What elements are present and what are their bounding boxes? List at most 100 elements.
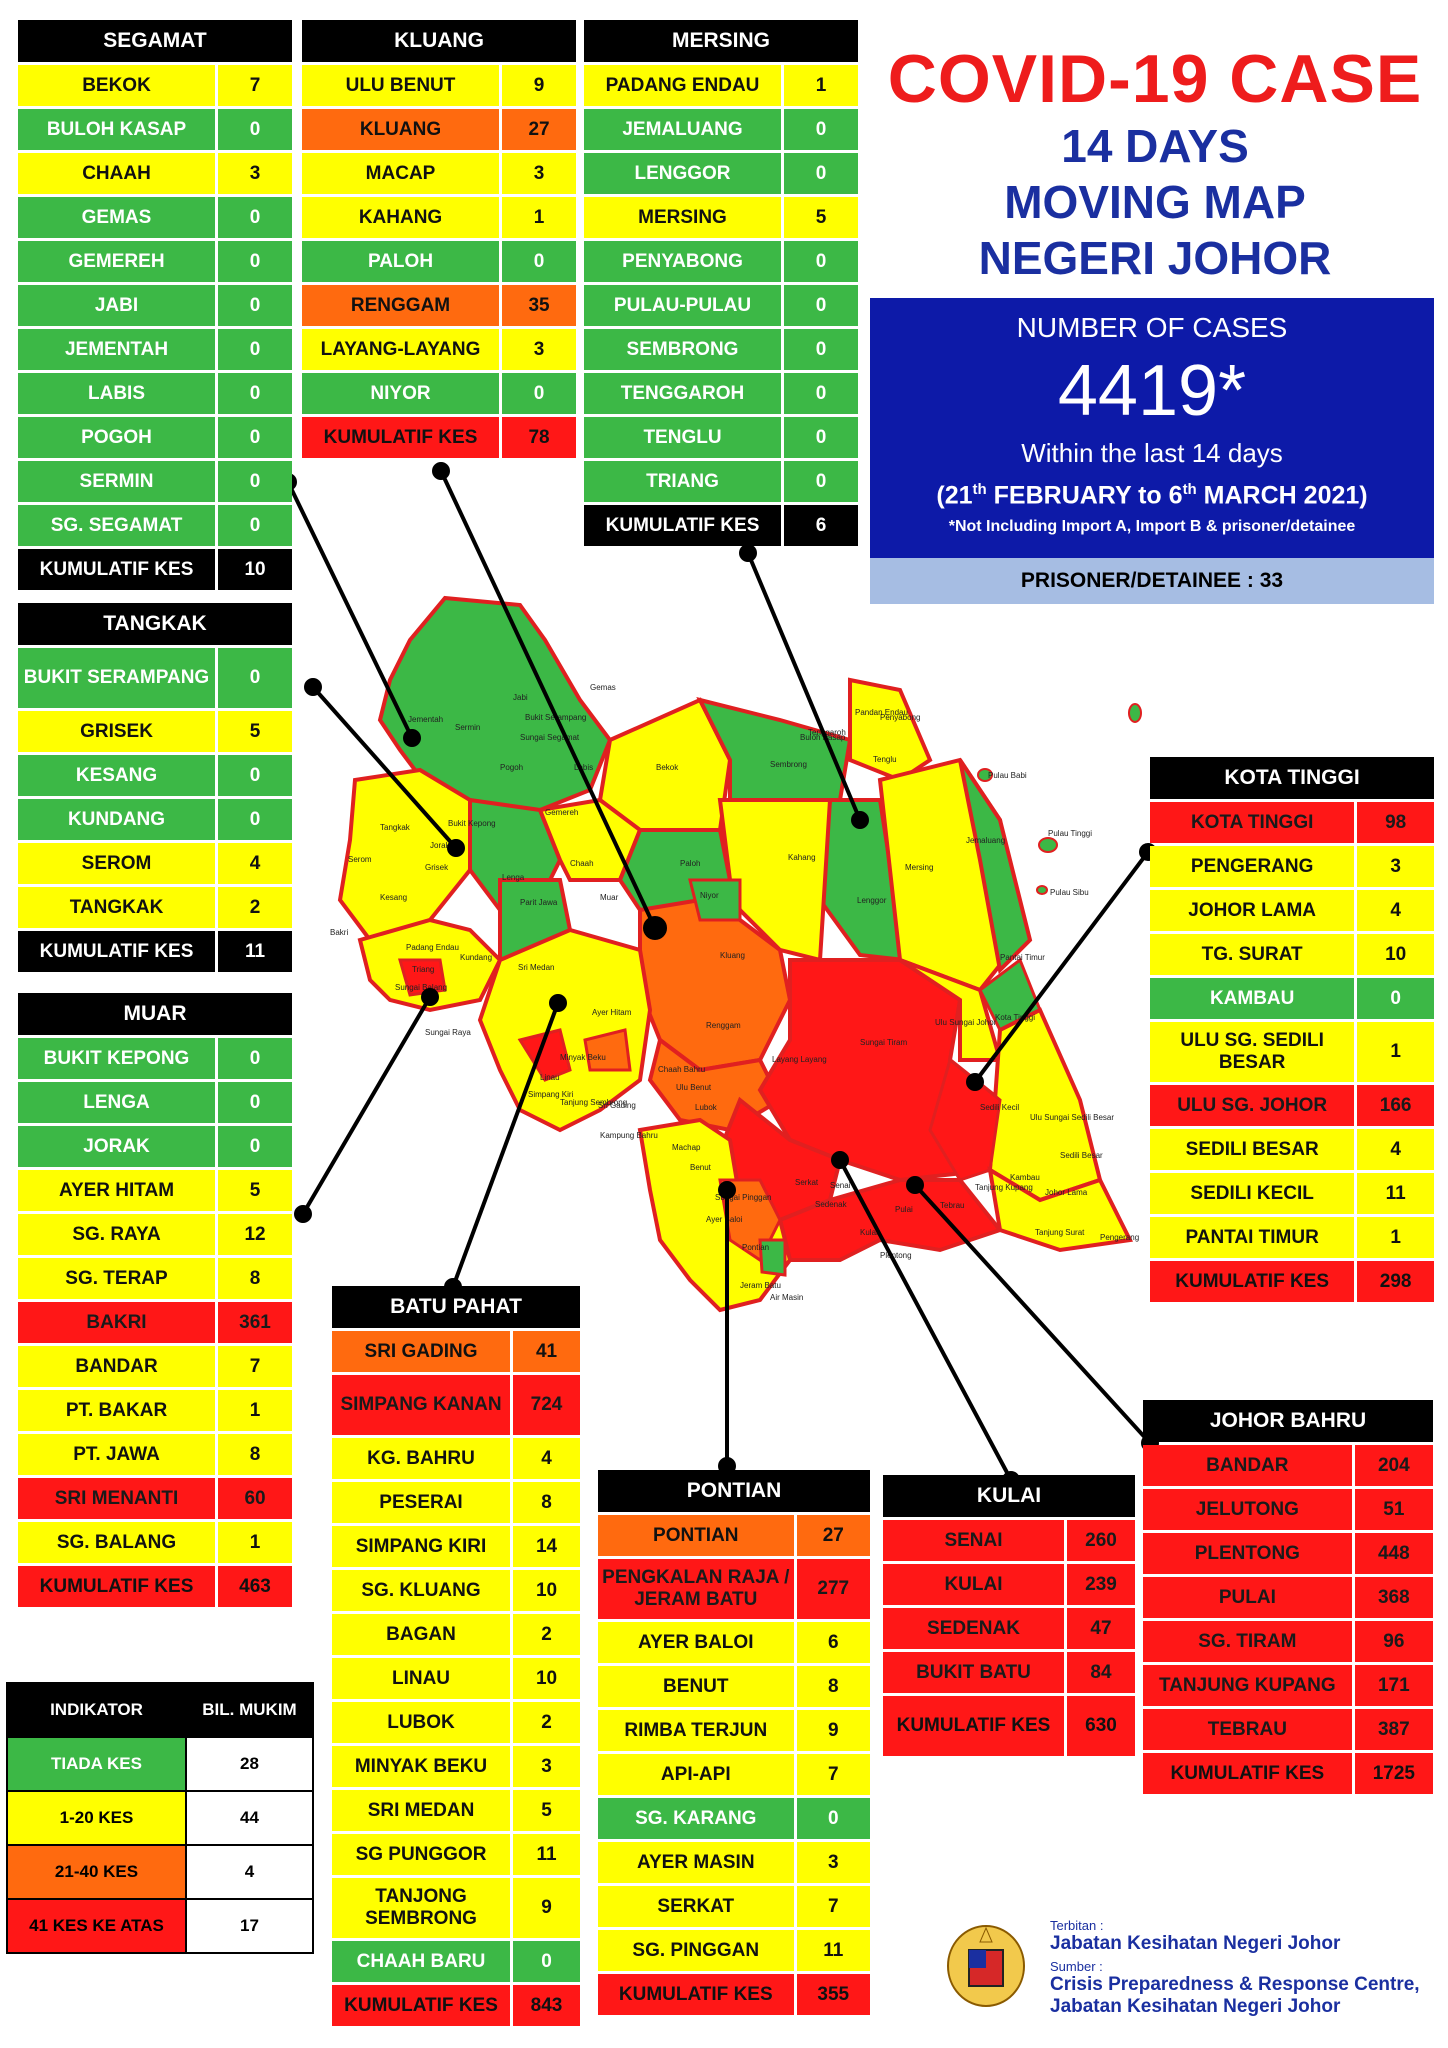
- district-header: BATU PAHAT: [332, 1286, 580, 1328]
- map-label: Sembrong: [770, 760, 807, 769]
- connector-dot: [831, 1151, 849, 1169]
- mukim-row: GEMEREH 0: [18, 241, 292, 282]
- map-label: Buloh Kasap: [800, 733, 846, 742]
- mukim-case-count: 10: [513, 1570, 580, 1611]
- district-header: KLUANG: [302, 20, 576, 62]
- district-tangkak: TANGKAK BUKIT SERAMPANG 0 GRISEK 5 KESANG 0 KUN…: [18, 603, 292, 975]
- map-label: Tanjung Kupang: [975, 1183, 1033, 1192]
- map-label: Ayer Hitam: [592, 1008, 632, 1017]
- connector-kulai: [838, 1159, 1013, 1481]
- legend-table: INDIKATOR BIL. MUKIM TIADA KES 28 1-20 K…: [5, 1682, 314, 1954]
- map-label: Ayer Baloi: [706, 1215, 743, 1224]
- district-kulai: KULAI SENAI 260 KULAI 239 SEDENAK 47 BUKIT BATU…: [883, 1475, 1135, 1759]
- mukim-case-count: 5: [218, 711, 292, 752]
- mukim-case-count: 60: [218, 1478, 292, 1519]
- mukim-name: API-API: [598, 1754, 797, 1795]
- district-table: BANDAR 204 JELUTONG 51 PLENTONG 448 PULAI 368 SG…: [1143, 1442, 1433, 1797]
- mukim-name: SRI MENANTI: [18, 1478, 219, 1519]
- mukim-name: KULAI: [883, 1564, 1067, 1605]
- map-region-sri-gading: [583, 1028, 632, 1072]
- mukim-case-count: 5: [784, 197, 858, 238]
- mukim-row: KLUANG 27: [302, 109, 576, 150]
- mukim-row: LINAU 10: [332, 1658, 580, 1699]
- mukim-name: KUMULATIF KES: [598, 1974, 797, 2015]
- map-label: Jeram Batu: [740, 1281, 781, 1290]
- map-label: Sedili Besar: [1060, 1151, 1103, 1160]
- mukim-row: SG. PINGGAN 11: [598, 1930, 870, 1971]
- mukim-case-count: 35: [502, 285, 576, 326]
- mukim-name: AYER HITAM: [18, 1170, 219, 1211]
- mukim-name: JEMENTAH: [18, 329, 219, 370]
- mukim-row: KUMULATIF KES 630: [883, 1696, 1135, 1756]
- mukim-row: PENGKALAN RAJA / JERAM BATU 277: [598, 1559, 870, 1619]
- district-table: BEKOK 7 BULOH KASAP 0 CHAAH 3 GEMAS 0 GEMEREH 0 JA…: [18, 62, 292, 593]
- mukim-name: BENUT: [598, 1666, 797, 1707]
- mukim-case-count: 1: [784, 65, 858, 106]
- island-pulau-sibu: [1036, 885, 1048, 895]
- mukim-row: PENYABONG 0: [584, 241, 858, 282]
- mukim-row: SEMBRONG 0: [584, 329, 858, 370]
- mukim-case-count: 3: [218, 153, 292, 194]
- district-table: BUKIT SERAMPANG 0 GRISEK 5 KESANG 0 KUNDANG 0 SE…: [18, 645, 292, 975]
- mukim-case-count: 1: [1357, 1217, 1434, 1258]
- mukim-name: TENGGAROH: [584, 373, 785, 414]
- mukim-name: JABI: [18, 285, 219, 326]
- mukim-row: PLENTONG 448: [1143, 1533, 1433, 1574]
- district-table: PADANG ENDAU 1 JEMALUANG 0 LENGGOR 0 MERSING 5 P…: [584, 62, 858, 549]
- district-johor-bahru: JOHOR BAHRU BANDAR 204 JELUTONG 51 PLENTONG 44…: [1143, 1400, 1433, 1797]
- mukim-case-count: 0: [218, 1038, 292, 1079]
- footer-source-2: Jabatan Kesihatan Negeri Johor: [1050, 1996, 1341, 2017]
- mukim-name: MERSING: [584, 197, 785, 238]
- mukim-name: RENGGAM: [302, 285, 503, 326]
- mukim-row: KESANG 0: [18, 755, 292, 796]
- mukim-case-count: 10: [513, 1658, 580, 1699]
- mukim-name: SRI MEDAN: [332, 1790, 514, 1831]
- map-label: Plentong: [880, 1251, 912, 1260]
- map-label: Kampung Bahru: [600, 1131, 658, 1140]
- map-region-sg-karang: [758, 1238, 787, 1277]
- mukim-name: PULAU-PULAU: [584, 285, 785, 326]
- map-label: Johor Lama: [1045, 1188, 1088, 1197]
- mukim-case-count: 0: [218, 799, 292, 840]
- mukim-row: BUKIT BATU 84: [883, 1652, 1135, 1693]
- map-label: Air Masin: [770, 1293, 803, 1302]
- map-label: Kesang: [380, 893, 407, 902]
- mukim-row: KG. BAHRU 4: [332, 1438, 580, 1479]
- mukim-case-count: 5: [513, 1790, 580, 1831]
- mukim-case-count: 0: [784, 417, 858, 458]
- mukim-case-count: 41: [513, 1331, 580, 1372]
- footer-published-label: Terbitan :: [1050, 1918, 1104, 1933]
- district-table: ULU BENUT 9 KLUANG 27 MACAP 3 KAHANG 1 PALOH 0 REN…: [302, 62, 576, 461]
- mukim-name: SG. KARANG: [598, 1798, 797, 1839]
- mukim-row: KUMULATIF KES 355: [598, 1974, 870, 2015]
- mukim-case-count: 6: [784, 505, 858, 546]
- mukim-name: TANJUNG KUPANG: [1143, 1665, 1355, 1706]
- legend-label: 1-20 KES: [5, 1790, 188, 1846]
- legend-count: 17: [185, 1898, 314, 1954]
- mukim-row: TRIANG 0: [584, 461, 858, 502]
- mukim-case-count: 0: [218, 197, 292, 238]
- period-sup-2: th: [1182, 481, 1197, 498]
- footer: Terbitan : Jabatan Kesihatan Negeri Joho…: [1050, 1918, 1420, 2018]
- mukim-name: KUMULATIF KES: [1150, 1261, 1358, 1302]
- mukim-name: CHAAH BARU: [332, 1941, 514, 1982]
- mukim-row: BUKIT KEPONG 0: [18, 1038, 292, 1079]
- map-label: Ulu Sungai Sedili Besar: [1030, 1113, 1114, 1122]
- map-label: Serkat: [795, 1178, 819, 1187]
- mukim-row: SEDILI KECIL 11: [1150, 1173, 1434, 1214]
- mukim-name: BAKRI: [18, 1302, 219, 1343]
- mukim-case-count: 0: [513, 1941, 580, 1982]
- map-region-batu-pahat: [477, 927, 653, 1133]
- map-label: Lenggor: [857, 896, 887, 905]
- mukim-row: GRISEK 5: [18, 711, 292, 752]
- mukim-row: KUMULATIF KES 1725: [1143, 1753, 1433, 1794]
- mukim-row: ULU SG. SEDILI BESAR 1: [1150, 1022, 1434, 1082]
- map-label: Grisek: [425, 863, 449, 872]
- mukim-row: JOHOR LAMA 4: [1150, 890, 1434, 931]
- mukim-name: SEMBRONG: [584, 329, 785, 370]
- mukim-name: TANJONG SEMBRONG: [332, 1878, 514, 1938]
- map-label: Kulai: [860, 1228, 878, 1237]
- map-label: Sungai Segamat: [520, 733, 580, 742]
- mukim-case-count: 10: [1357, 934, 1434, 975]
- mukim-case-count: 260: [1066, 1520, 1135, 1561]
